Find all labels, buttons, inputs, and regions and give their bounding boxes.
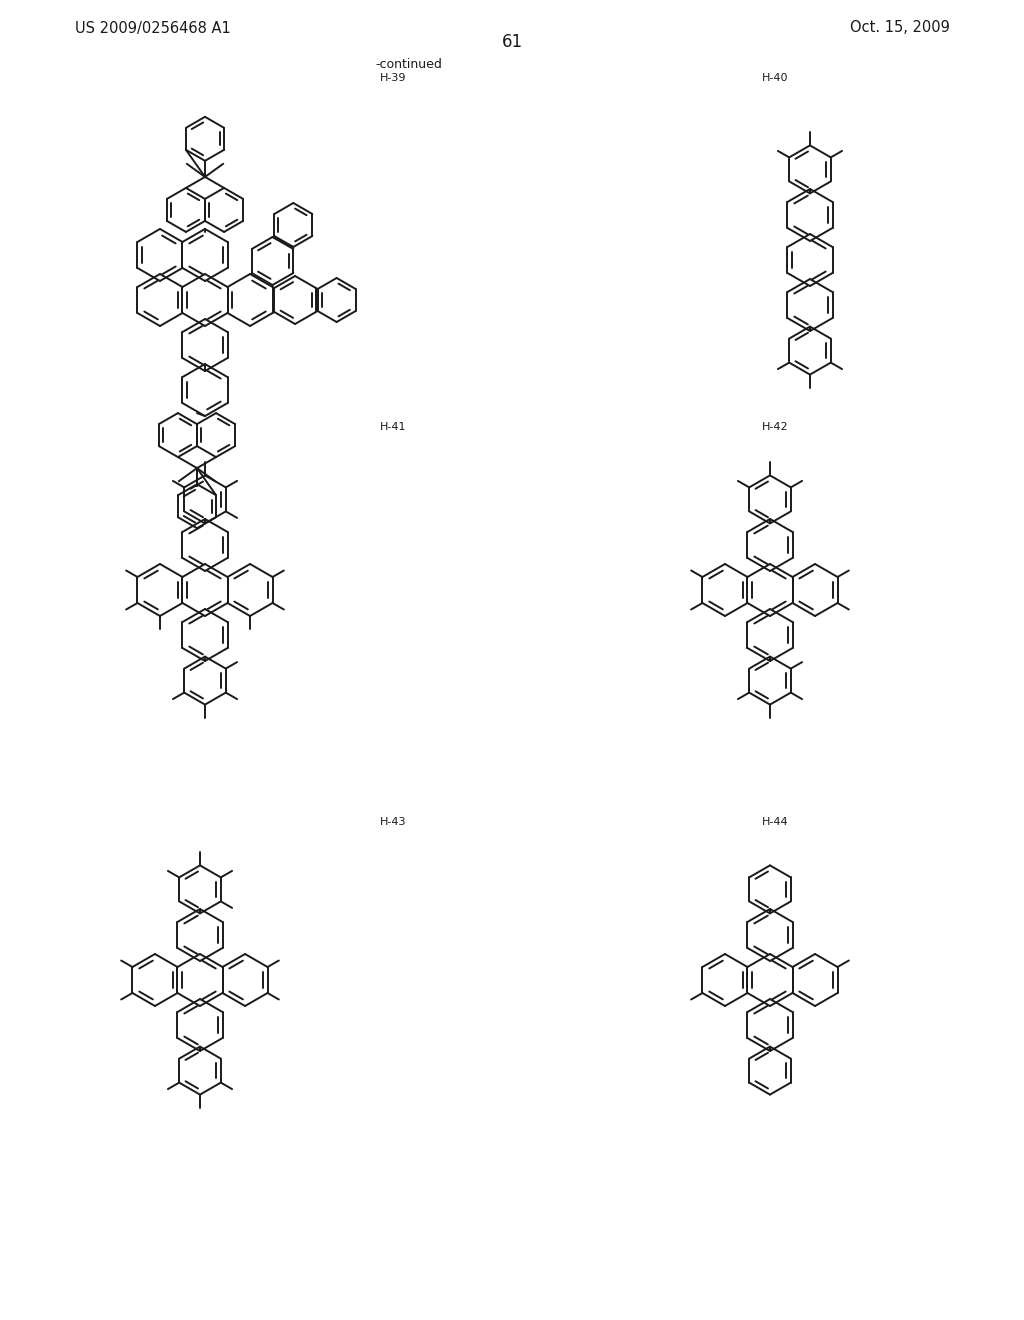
Text: H-43: H-43 — [380, 817, 407, 828]
Text: -continued: -continued — [375, 58, 442, 71]
Text: H-42: H-42 — [762, 422, 788, 432]
Text: Oct. 15, 2009: Oct. 15, 2009 — [850, 21, 950, 36]
Text: H-44: H-44 — [762, 817, 788, 828]
Text: H-40: H-40 — [762, 73, 788, 83]
Text: 61: 61 — [502, 33, 522, 51]
Text: US 2009/0256468 A1: US 2009/0256468 A1 — [75, 21, 230, 36]
Text: H-39: H-39 — [380, 73, 407, 83]
Text: H-41: H-41 — [380, 422, 407, 432]
